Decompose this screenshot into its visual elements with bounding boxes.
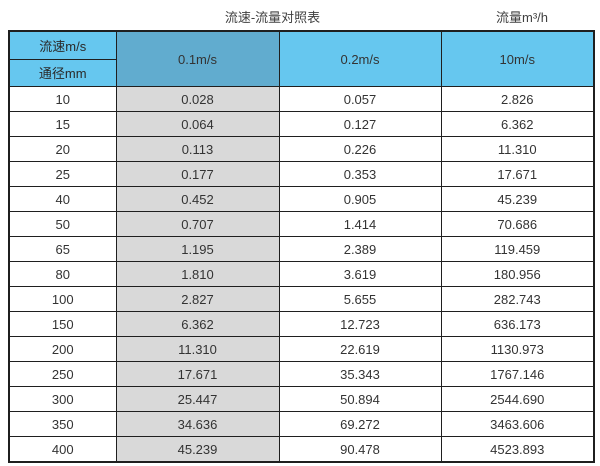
table-row: 200 11.310 22.619 1130.973 [8,336,595,362]
flow-value-cell: 34.636 [115,411,280,437]
table-row: 40 0.452 0.905 45.239 [8,186,595,212]
flow-unit-label: 流量m³/h [495,10,548,25]
flow-value-cell: 0.127 [278,111,442,137]
table-row: 20 0.113 0.226 11.310 [8,136,595,162]
diameter-cell: 80 [8,261,117,287]
flow-value-cell: 69.272 [278,411,442,437]
flow-value-cell: 6.362 [440,111,595,137]
flow-value-cell: 2.389 [278,236,442,262]
flow-value-cell: 1.810 [115,261,280,287]
diameter-cell: 15 [8,111,117,137]
diameter-cell: 20 [8,136,117,162]
flow-value-cell: 25.447 [115,386,280,412]
table-row: 80 1.810 3.619 180.956 [8,261,595,287]
flow-value-cell: 45.239 [115,436,280,463]
flow-value-cell: 2.827 [115,286,280,312]
table-row: 65 1.195 2.389 119.459 [8,236,595,262]
flow-value-cell: 5.655 [278,286,442,312]
flow-value-cell: 4523.893 [440,436,595,463]
flow-value-cell: 0.707 [115,211,280,237]
table-body: 10 0.028 0.057 2.826 15 0.064 0.127 6.362 20 0.11… [8,86,595,463]
flow-value-cell: 0.028 [115,86,280,112]
flow-value-cell: 11.310 [440,136,595,162]
flow-value-cell: 3.619 [278,261,442,287]
flow-value-cell: 6.362 [115,311,280,337]
table-row: 400 45.239 90.478 4523.893 [8,436,595,463]
flow-value-cell: 0.057 [278,86,442,112]
velocity-column-header: 0.2m/s [278,30,442,87]
flow-value-cell: 0.905 [278,186,442,212]
table-row: 100 2.827 5.655 282.743 [8,286,595,312]
flow-value-cell: 3463.606 [440,411,595,437]
diameter-cell: 100 [8,286,117,312]
flow-value-cell: 0.353 [278,161,442,187]
table-row: 25 0.177 0.353 17.671 [8,161,595,187]
table-row: 300 25.447 50.894 2544.690 [8,386,595,412]
page-title: 流速-流量对照表 [224,10,321,25]
velocity-column-header: 0.1m/s [115,30,280,87]
flow-value-cell: 50.894 [278,386,442,412]
table-header-row: 流速m/s 通径mm 0.1m/s 0.2m/s 10m/s [8,30,595,87]
flow-value-cell: 636.173 [440,311,595,337]
flow-value-cell: 2544.690 [440,386,595,412]
table-row: 150 6.362 12.723 636.173 [8,311,595,337]
diameter-cell: 400 [8,436,117,463]
corner-header-cell: 流速m/s 通径mm [8,30,117,87]
diameter-cell: 300 [8,386,117,412]
flow-value-cell: 35.343 [278,361,442,387]
flow-value-cell: 0.113 [115,136,280,162]
diameter-cell: 250 [8,361,117,387]
flow-value-cell: 1.195 [115,236,280,262]
flow-value-cell: 22.619 [278,336,442,362]
corner-header-stack: 流速m/s 通径mm [10,32,115,86]
flow-value-cell: 1.414 [278,211,442,237]
flow-value-cell: 90.478 [278,436,442,463]
flow-value-cell: 1130.973 [440,336,595,362]
diameter-axis-label: 通径mm [38,66,87,82]
diameter-cell: 200 [8,336,117,362]
flow-value-cell: 2.826 [440,86,595,112]
flow-value-cell: 17.671 [115,361,280,387]
flow-value-cell: 180.956 [440,261,595,287]
velocity-axis-label: 流速m/s [10,32,115,60]
velocity-column-header: 10m/s [440,30,595,87]
diameter-cell: 40 [8,186,117,212]
table-row: 15 0.064 0.127 6.362 [8,111,595,137]
diameter-cell: 25 [8,161,117,187]
diameter-cell: 65 [8,236,117,262]
flow-value-cell: 119.459 [440,236,595,262]
flow-value-cell: 45.239 [440,186,595,212]
flow-rate-table: 流速m/s 通径mm 0.1m/s 0.2m/s 10m/s 10 0.028 0.05… [8,30,595,463]
flow-value-cell: 0.064 [115,111,280,137]
table-row: 50 0.707 1.414 70.686 [8,211,595,237]
flow-value-cell: 70.686 [440,211,595,237]
flow-value-cell: 0.177 [115,161,280,187]
diameter-cell: 350 [8,411,117,437]
table-row: 250 17.671 35.343 1767.146 [8,361,595,387]
flow-value-cell: 282.743 [440,286,595,312]
flow-value-cell: 0.226 [278,136,442,162]
diameter-cell: 50 [8,211,117,237]
table-row: 10 0.028 0.057 2.826 [8,86,595,112]
table-titles: 流速-流量对照表 流量m³/h [0,0,600,30]
diameter-cell: 150 [8,311,117,337]
flow-value-cell: 0.452 [115,186,280,212]
flow-value-cell: 17.671 [440,161,595,187]
flow-value-cell: 12.723 [278,311,442,337]
flow-value-cell: 11.310 [115,336,280,362]
flow-value-cell: 1767.146 [440,361,595,387]
diameter-cell: 10 [8,86,117,112]
table-row: 350 34.636 69.272 3463.606 [8,411,595,437]
